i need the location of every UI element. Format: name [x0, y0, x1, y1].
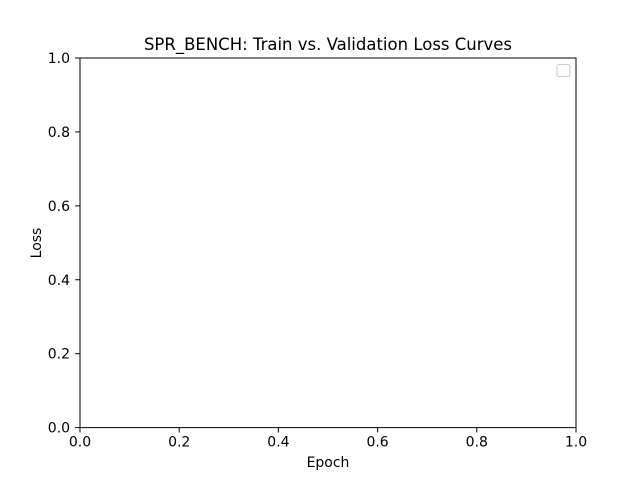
y-tick-label: 1.0 — [48, 51, 70, 67]
plot-area — [79, 57, 577, 429]
y-tick-label: 0.4 — [48, 273, 70, 289]
y-tick-label: 0.6 — [48, 199, 70, 215]
x-tick-label: 1.0 — [565, 435, 587, 451]
y-tick-label: 0.2 — [48, 347, 70, 363]
x-tick-label: 0.4 — [267, 435, 289, 451]
x-tick-label: 0.2 — [168, 435, 190, 451]
x-axis-label: Epoch — [307, 455, 350, 471]
x-tick-label: 0.0 — [69, 435, 91, 451]
x-tick-label: 0.6 — [366, 435, 388, 451]
y-tick-label: 0.8 — [48, 125, 70, 141]
y-axis-label: Loss — [29, 228, 45, 259]
chart-title: SPR_BENCH: Train vs. Validation Loss Cur… — [144, 35, 512, 55]
legend-box — [556, 64, 571, 77]
y-axis: 0.0 0.2 0.4 0.6 0.8 1.0 — [48, 51, 80, 437]
x-tick-label: 0.8 — [466, 435, 488, 451]
x-axis: 0.0 0.2 0.4 0.6 0.8 1.0 — [69, 427, 587, 451]
axes-frame — [79, 57, 577, 429]
y-tick-label: 0.0 — [48, 421, 70, 437]
